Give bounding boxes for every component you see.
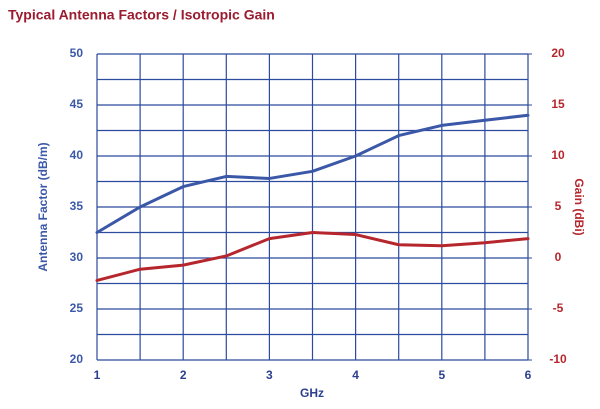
x-tick-label: 1: [94, 368, 101, 382]
x-tick-label: 6: [525, 368, 532, 382]
y2-tick-label: 15: [551, 97, 565, 111]
y-tick-label: 30: [70, 250, 84, 264]
x-axis-label: GHz: [300, 386, 324, 400]
y2-tick-label: -5: [553, 301, 564, 315]
chart-title: Typical Antenna Factors / Isotropic Gain: [8, 7, 275, 23]
y-tick-label: 50: [70, 46, 84, 60]
y2-tick-label: 20: [551, 46, 565, 60]
y-axis-label: Antenna Factor (dB/m): [36, 142, 50, 271]
y-tick-label: 20: [70, 352, 84, 366]
y-tick-label: 25: [70, 301, 84, 315]
y2-tick-label: -10: [549, 352, 567, 366]
y-tick-label: 40: [70, 148, 84, 162]
y2-tick-label: 10: [551, 148, 565, 162]
x-tick-label: 2: [180, 368, 187, 382]
x-tick-label: 3: [266, 368, 273, 382]
y2-tick-label: 0: [555, 250, 562, 264]
line-series: [95, 113, 530, 234]
y-tick-label: 35: [70, 199, 84, 213]
y-tick-label: 45: [70, 97, 84, 111]
x-tick-label: 5: [438, 368, 445, 382]
line-series: [95, 231, 530, 282]
x-tick-label: 4: [352, 368, 359, 382]
y2-tick-label: 5: [555, 199, 562, 213]
y2-axis-label: Gain (dBi): [572, 178, 586, 235]
